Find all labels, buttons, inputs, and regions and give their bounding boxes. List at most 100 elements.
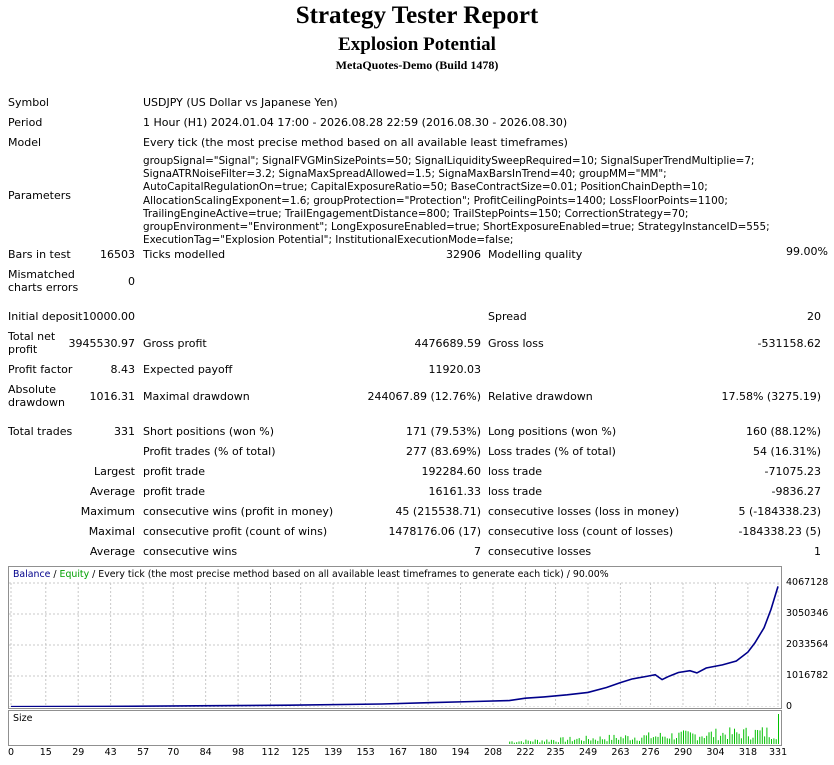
average-label: Average	[89, 485, 135, 498]
total-trades-value: 331	[114, 425, 135, 438]
size-bar	[715, 728, 717, 744]
chart-legend: Balance / Equity / Every tick (the most …	[13, 569, 609, 580]
profit-factor-value: 8.43	[110, 363, 136, 376]
spread-label: Spread	[488, 310, 527, 323]
size-bar	[581, 740, 582, 744]
size-bar	[641, 737, 643, 744]
gross-profit-value: 4476689.59	[414, 337, 481, 350]
x-tick-label: 112	[261, 747, 280, 758]
ticks-label: Ticks modelled	[143, 248, 226, 261]
maximal-consecutive-loss-label: consecutive loss (count of losses)	[488, 525, 674, 538]
size-bar	[708, 732, 710, 744]
size-bar	[571, 741, 573, 744]
parameters-value: groupSignal="Signal"; SignalFVGMinSizePo…	[143, 155, 770, 247]
loss-trades-value: 54 (16.31%)	[752, 445, 821, 458]
size-bar	[548, 741, 550, 744]
loss-trades-label: Loss trades (% of total)	[488, 445, 616, 458]
size-bar	[752, 737, 754, 744]
max-consecutive-wins-label: consecutive wins (profit in money)	[143, 505, 334, 518]
bars-label: Bars in test	[8, 248, 71, 261]
max-consecutive-losses-value: 5 (-184338.23)	[738, 505, 821, 518]
size-bar	[759, 730, 761, 744]
avg-consecutive-losses-label: consecutive losses	[488, 545, 592, 558]
size-bar	[560, 737, 562, 744]
x-tick-label: 222	[516, 747, 535, 758]
avg-consecutive-losses-value: 1	[814, 545, 821, 558]
size-bar	[761, 727, 763, 744]
size-bar	[516, 742, 518, 744]
size-bar	[768, 737, 770, 744]
report-build: MetaQuotes-Demo (Build 1478)	[335, 58, 499, 72]
maximal-consecutive-profit-value: 1478176.06 (17)	[388, 525, 481, 538]
x-tick-label: 84	[199, 747, 212, 758]
mismatch-label-2: charts errors	[8, 281, 79, 294]
abs-drawdown-label-1: Absolute	[8, 383, 57, 396]
size-bar	[750, 739, 752, 744]
deposit-value: 10000.00	[82, 310, 136, 323]
average-loss-label: loss trade	[488, 485, 543, 498]
size-bar	[689, 732, 691, 744]
legend-balance: Balance	[13, 569, 51, 580]
size-bar	[585, 735, 587, 744]
size-bar	[629, 740, 631, 744]
size-bar	[666, 738, 668, 744]
expected-payoff-label: Expected payoff	[143, 363, 233, 376]
size-bar	[710, 731, 712, 744]
size-bar	[692, 733, 694, 744]
size-bar	[778, 714, 779, 744]
size-bar	[655, 736, 657, 744]
x-tick-label: 194	[451, 747, 470, 758]
size-bar	[599, 736, 601, 744]
x-tick-label: 29	[72, 747, 85, 758]
size-bar	[606, 741, 608, 744]
quality-label: Modelling quality	[488, 248, 583, 261]
gross-loss-label: Gross loss	[488, 337, 544, 350]
y-tick-label: 4067128	[786, 577, 829, 588]
size-bar	[671, 733, 673, 744]
size-chart-label: Size	[13, 713, 33, 724]
size-bar	[645, 735, 647, 744]
x-tick-label: 167	[388, 747, 408, 758]
abs-drawdown-label-2: drawdown	[8, 396, 65, 409]
size-bar	[701, 736, 703, 744]
size-bar	[650, 738, 652, 744]
size-bar	[553, 740, 555, 744]
size-bar	[557, 742, 559, 744]
profit-trades-label: Profit trades (% of total)	[143, 445, 276, 458]
size-bar	[567, 739, 569, 744]
ticks-value: 32906	[446, 248, 481, 261]
net-profit-label-1: Total net	[8, 330, 56, 343]
size-bar	[555, 741, 557, 744]
size-bar	[685, 730, 687, 744]
x-tick-label: 0	[8, 747, 15, 758]
size-bar	[680, 731, 682, 744]
size-bar	[736, 732, 738, 744]
avg-consecutive-wins-label: consecutive wins	[143, 545, 238, 558]
avg-consecutive-wins-value: 7	[474, 545, 481, 558]
period-label: Period	[8, 116, 43, 129]
size-bar	[544, 741, 545, 744]
expected-payoff-value: 11920.03	[428, 363, 482, 376]
maximal-consecutive-profit-label: consecutive profit (count of wins)	[143, 525, 328, 538]
average-loss-value: -9836.27	[771, 485, 821, 498]
x-tick-label: 139	[324, 747, 343, 758]
gross-loss-value: -531158.62	[757, 337, 821, 350]
x-tick-label: 125	[291, 747, 310, 758]
size-bar	[696, 740, 698, 744]
balance-chart-frame	[8, 566, 782, 709]
largest-loss-label: loss trade	[488, 465, 543, 478]
x-tick-label: 290	[673, 747, 693, 758]
x-tick-label: 70	[167, 747, 180, 758]
size-bar	[727, 739, 728, 744]
y-tick-label: 1016782	[786, 670, 829, 681]
size-bar	[676, 738, 677, 744]
profit-factor-label: Profit factor	[8, 363, 73, 376]
size-bar	[717, 740, 719, 744]
size-bar	[747, 736, 749, 744]
balance-chart-plot	[10, 586, 779, 707]
spread-value: 20	[807, 310, 821, 323]
size-bar	[611, 739, 613, 744]
size-bar	[550, 739, 552, 744]
model-value: Every tick (the most precise method base…	[143, 136, 568, 149]
short-positions-value: 171 (79.53%)	[405, 425, 481, 438]
